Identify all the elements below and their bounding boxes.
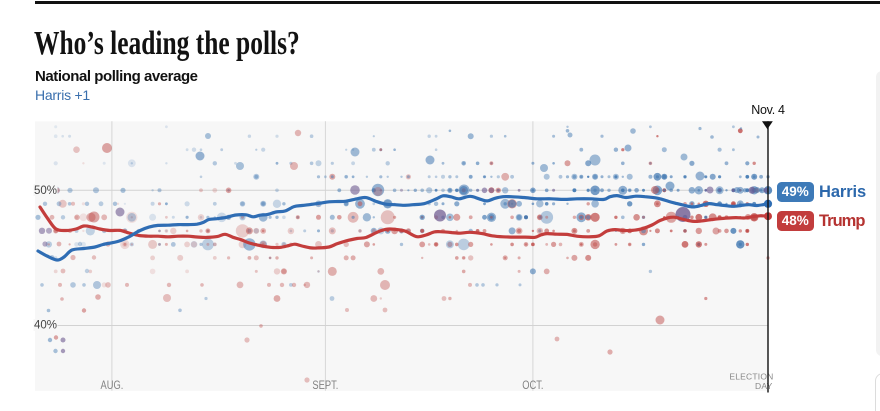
svg-text:50%: 50%	[34, 185, 57, 197]
svg-text:ELECTION: ELECTION	[729, 372, 773, 382]
svg-text:AUG.: AUG.	[100, 379, 123, 393]
svg-text:OCT.: OCT.	[522, 379, 543, 393]
svg-text:40%: 40%	[34, 320, 57, 332]
svg-text:SEPT.: SEPT.	[312, 379, 338, 393]
svg-text:DAY: DAY	[755, 381, 773, 391]
